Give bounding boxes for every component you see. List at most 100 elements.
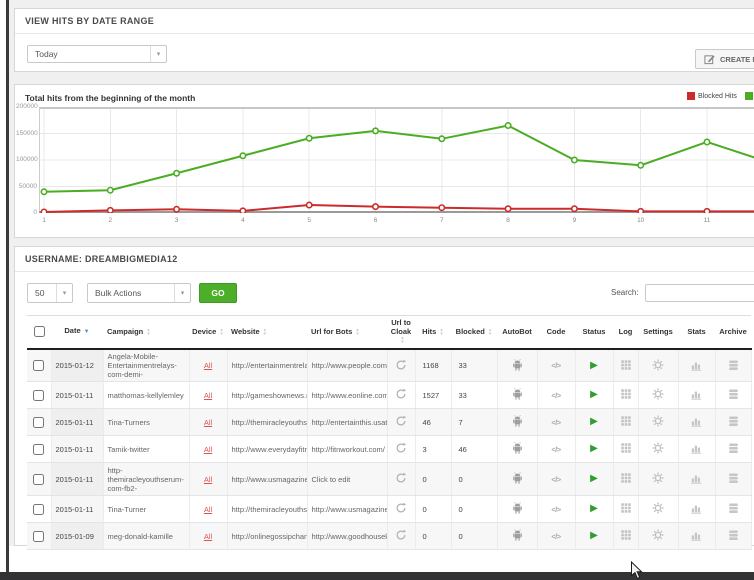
blocked-cell: 7 [451,408,498,437]
autobot-android-icon[interactable] [511,501,524,515]
bots-url-cell[interactable]: http://www.people.com/ar... [307,348,388,383]
status-play-icon[interactable]: ▶ [590,503,598,515]
autobot-android-icon[interactable] [511,471,524,485]
autobot-android-icon[interactable] [511,414,524,428]
device-all-link[interactable]: All [203,474,213,484]
archive-icon[interactable] [727,415,740,427]
go-button[interactable]: GO [199,283,237,303]
autobot-android-icon[interactable] [511,358,524,372]
create-new-campaign-button[interactable]: CREATE NEW CAMPAIGN [695,49,754,69]
website-cell[interactable]: http://www.usmagazine.c... [227,462,308,497]
stats-bar-chart-icon[interactable] [690,388,703,401]
settings-gear-icon[interactable] [652,359,664,371]
stats-bar-chart-icon[interactable] [690,529,703,542]
log-grid-icon[interactable] [620,472,632,484]
bots-url-cell[interactable]: http://www.eonline.com/n... [307,381,388,410]
settings-gear-icon[interactable] [652,415,664,427]
row-checkbox[interactable] [33,389,45,401]
bots-url-cell[interactable]: http://www.usmagazine.c... [307,495,388,524]
url-to-cloak-refresh-icon[interactable] [395,442,407,454]
status-play-icon[interactable]: ▶ [590,473,598,485]
device-all-link[interactable]: All [203,417,213,427]
archive-icon[interactable] [727,502,740,514]
row-checkbox[interactable] [33,503,45,515]
stats-bar-chart-icon[interactable] [690,502,703,515]
log-grid-icon[interactable] [620,502,632,514]
search-input[interactable] [645,284,754,302]
column-header-date[interactable]: Date ▼ [51,314,103,350]
device-all-link[interactable]: All [203,444,213,454]
website-cell[interactable]: http://themiracleyouthser... [227,495,308,524]
archive-icon[interactable] [727,472,740,484]
column-header-campaign[interactable]: Campaign ▲ ▼ [103,314,189,350]
autobot-android-icon[interactable] [511,441,524,455]
stats-bar-chart-icon[interactable] [690,472,703,485]
row-checkbox[interactable] [33,473,45,485]
device-all-link[interactable]: All [203,504,213,514]
website-cell[interactable]: http://themiracleyouthser... [227,408,308,437]
website-cell[interactable]: http://onlinegossipchann... [227,522,308,551]
url-to-cloak-refresh-icon[interactable] [395,388,407,400]
column-header-blocked[interactable]: Blocked ▲ ▼ [451,314,497,350]
url-to-cloak-refresh-icon[interactable] [395,415,407,427]
page-size-select[interactable]: 50 ▾ [27,283,73,303]
website-cell[interactable]: http://gameshownews.net [227,381,308,410]
column-header-hits[interactable]: Hits ▲ ▼ [415,314,451,350]
code-cell: </> [537,435,576,464]
log-grid-icon[interactable] [620,442,632,454]
bots-url-cell[interactable]: http://www.goodhouseke... [307,522,388,551]
bots-url-cell[interactable]: http://fitnworkout.com/ [307,435,388,464]
log-grid-icon[interactable] [620,415,632,427]
row-checkbox[interactable] [33,530,45,542]
row-checkbox[interactable] [33,360,45,372]
stats-bar-chart-icon[interactable] [690,442,703,455]
settings-gear-icon[interactable] [652,388,664,400]
website-cell[interactable]: http://www.everydayfitnes... [227,435,308,464]
bots-url-cell[interactable]: Click to edit [307,462,388,497]
settings-gear-icon[interactable] [652,472,664,484]
archive-icon[interactable] [727,442,740,454]
url-to-cloak-refresh-icon[interactable] [395,359,407,371]
archive-icon[interactable] [727,529,740,541]
column-header-website[interactable]: Website ▲ ▼ [227,314,307,350]
device-all-link[interactable]: All [203,361,213,371]
url-to-cloak-refresh-icon[interactable] [395,529,407,541]
website-cell[interactable]: http://entertainmentrelays... [227,348,308,383]
bots-url-cell[interactable]: http://entertainthis.usatod... [307,408,388,437]
column-header-url-to-cloak[interactable]: Url to Cloak ▲ ▼ [387,314,415,350]
settings-gear-icon[interactable] [652,442,664,454]
url-to-cloak-refresh-icon[interactable] [395,472,407,484]
settings-gear-icon[interactable] [652,502,664,514]
settings-gear-icon[interactable] [652,529,664,541]
device-all-link[interactable]: All [203,390,213,400]
autobot-cell [497,522,538,551]
data-point [239,152,247,160]
bulk-actions-select[interactable]: Bulk Actions ▾ [87,283,191,303]
column-header-url-for-bots[interactable]: Url for Bots ▲ ▼ [307,314,387,350]
row-checkbox[interactable] [33,443,45,455]
log-grid-icon[interactable] [620,529,632,541]
archive-icon[interactable] [727,388,740,400]
archive-icon[interactable] [727,359,740,371]
status-play-icon[interactable]: ▶ [590,530,598,542]
status-play-icon[interactable]: ▶ [590,416,598,428]
log-cell [613,348,639,383]
status-play-icon[interactable]: ▶ [590,389,598,401]
select-all-header[interactable] [27,314,51,350]
autobot-android-icon[interactable] [511,387,524,401]
stats-bar-chart-icon[interactable] [690,359,703,371]
status-play-icon[interactable]: ▶ [590,443,598,455]
device-all-link[interactable]: All [203,531,213,541]
column-header-device[interactable]: Device ▲ ▼ [189,314,227,350]
row-checkbox[interactable] [33,416,45,428]
autobot-android-icon[interactable] [511,528,524,542]
log-grid-icon[interactable] [620,359,632,371]
column-label: Archive [719,326,747,336]
row-select-cell [27,462,52,497]
url-to-cloak-refresh-icon[interactable] [395,502,407,514]
select-all-checkbox[interactable] [33,326,45,338]
status-play-icon[interactable]: ▶ [590,359,598,371]
date-range-select[interactable]: Today ▾ [27,45,167,63]
log-grid-icon[interactable] [620,388,632,400]
stats-bar-chart-icon[interactable] [690,415,703,428]
